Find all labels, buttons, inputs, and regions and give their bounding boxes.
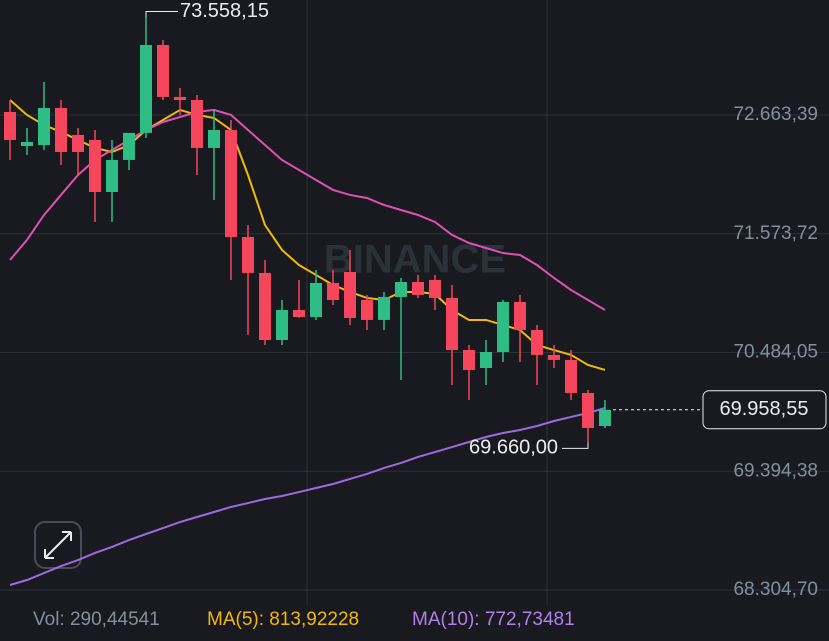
- candle-body: [582, 392, 594, 428]
- candle-body: [361, 300, 373, 320]
- candle-body: [310, 283, 322, 318]
- y-tick-label: 68.304,70: [733, 579, 818, 600]
- candle-body: [480, 351, 492, 369]
- candle-body: [412, 282, 424, 295]
- candle-body: [38, 107, 50, 146]
- low-label: 69.660,00: [469, 437, 558, 459]
- candle-body: [21, 141, 33, 147]
- candle-body: [548, 354, 560, 360]
- candle-body: [514, 301, 526, 330]
- candle-body: [463, 350, 475, 370]
- candle-body: [531, 329, 543, 355]
- volume: Vol: 290,44541: [33, 609, 160, 630]
- candle-body: [344, 271, 356, 318]
- candle-body: [4, 111, 16, 141]
- ma10: MA(10): 772,73481: [412, 609, 575, 630]
- candle-body: [327, 283, 339, 301]
- candle-body: [191, 100, 203, 148]
- y-tick-label: 70.484,05: [733, 342, 818, 363]
- last-price-box: [702, 390, 827, 430]
- y-tick-label: 69.394,38: [733, 460, 818, 481]
- ma-line: [9, 108, 606, 311]
- candle-body: [242, 237, 254, 273]
- high-pointer: [145, 10, 178, 18]
- ma-line: [9, 407, 606, 586]
- candle-body: [293, 310, 305, 318]
- candle-body: [429, 279, 441, 298]
- candle-body: [259, 272, 271, 341]
- candle-body: [565, 359, 577, 393]
- candle-body: [174, 96, 186, 101]
- candle-body: [106, 159, 118, 192]
- candle-body: [276, 310, 288, 341]
- candle-body: [89, 140, 101, 192]
- high-label: 73.558,15: [180, 0, 269, 22]
- candle-body: [123, 132, 135, 160]
- candle-body: [599, 409, 611, 426]
- candle-body: [395, 282, 407, 297]
- candle-body: [157, 44, 169, 97]
- ma5: MA(5): 813,92228: [207, 609, 359, 630]
- candle-body: [72, 134, 84, 152]
- y-tick-label: 71.573,72: [733, 223, 818, 244]
- candle-body: [378, 296, 390, 320]
- last-price-label: 69.958,55: [720, 398, 809, 420]
- candle-body: [208, 129, 220, 148]
- candle-body: [446, 297, 458, 351]
- y-tick-label: 72.663,39: [733, 104, 818, 125]
- candle-body: [140, 44, 152, 133]
- candle-body: [225, 129, 237, 238]
- low-pointer: [562, 442, 589, 449]
- candle-body: [497, 301, 509, 352]
- candle-body: [55, 107, 67, 152]
